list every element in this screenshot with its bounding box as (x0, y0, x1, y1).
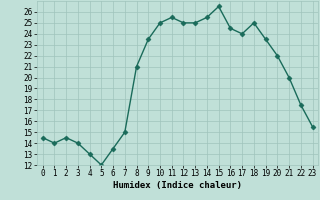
X-axis label: Humidex (Indice chaleur): Humidex (Indice chaleur) (113, 181, 242, 190)
